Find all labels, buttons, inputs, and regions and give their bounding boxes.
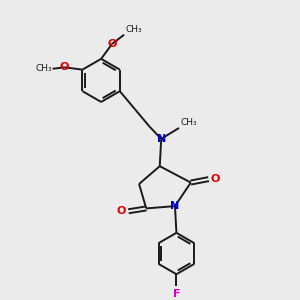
Text: O: O xyxy=(60,62,69,72)
Text: N: N xyxy=(170,201,180,211)
Text: O: O xyxy=(117,206,126,216)
Text: CH₃: CH₃ xyxy=(125,25,142,34)
Text: F: F xyxy=(173,289,180,298)
Text: N: N xyxy=(157,134,166,144)
Text: O: O xyxy=(107,39,117,49)
Text: CH₃: CH₃ xyxy=(180,118,197,127)
Text: O: O xyxy=(211,174,220,184)
Text: CH₃: CH₃ xyxy=(35,64,52,73)
